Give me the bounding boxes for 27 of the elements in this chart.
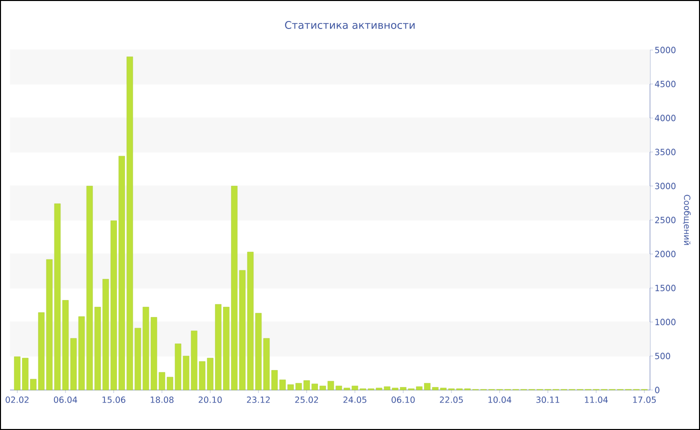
- x-tick-label: 25.02: [295, 396, 318, 403]
- x-tick-label: 20.10: [198, 396, 222, 403]
- x-tick-label: 06.10: [392, 396, 415, 403]
- x-tick-label: 22.05: [440, 396, 463, 403]
- x-tick-label: 24.05: [343, 396, 366, 403]
- chart-title: Статистика активности: [285, 21, 415, 29]
- x-tick-label: 15.06: [102, 396, 126, 403]
- y-tick-label: 4500: [654, 80, 676, 88]
- y-tick-label: 2000: [655, 250, 676, 258]
- y-tick-label: 0: [655, 386, 660, 394]
- y-tick-label: 4000: [654, 114, 676, 122]
- y-tick-label: 1000: [655, 318, 676, 326]
- y-tick-label: 5000: [655, 46, 676, 54]
- y-tick-label: 2500: [655, 216, 676, 224]
- y-tick-label: 3500: [655, 148, 676, 156]
- x-tick-label: 18.08: [150, 396, 174, 403]
- x-tick-label: 30.11: [536, 396, 560, 403]
- y-tick-label: 500: [655, 352, 670, 360]
- y-tick-label: 1500: [655, 284, 676, 292]
- x-tick-label: 10.04: [488, 396, 512, 403]
- x-tick-label: 06.04: [54, 396, 78, 403]
- y-axis-title: Сообщений: [682, 194, 691, 245]
- x-tick-label: 11.04: [584, 396, 608, 403]
- y-tick-label: 3000: [655, 182, 676, 190]
- x-tick-label: 17.05: [633, 396, 656, 403]
- x-tick-label: 02.02: [6, 396, 29, 403]
- x-tick-label: 23.12: [246, 396, 270, 403]
